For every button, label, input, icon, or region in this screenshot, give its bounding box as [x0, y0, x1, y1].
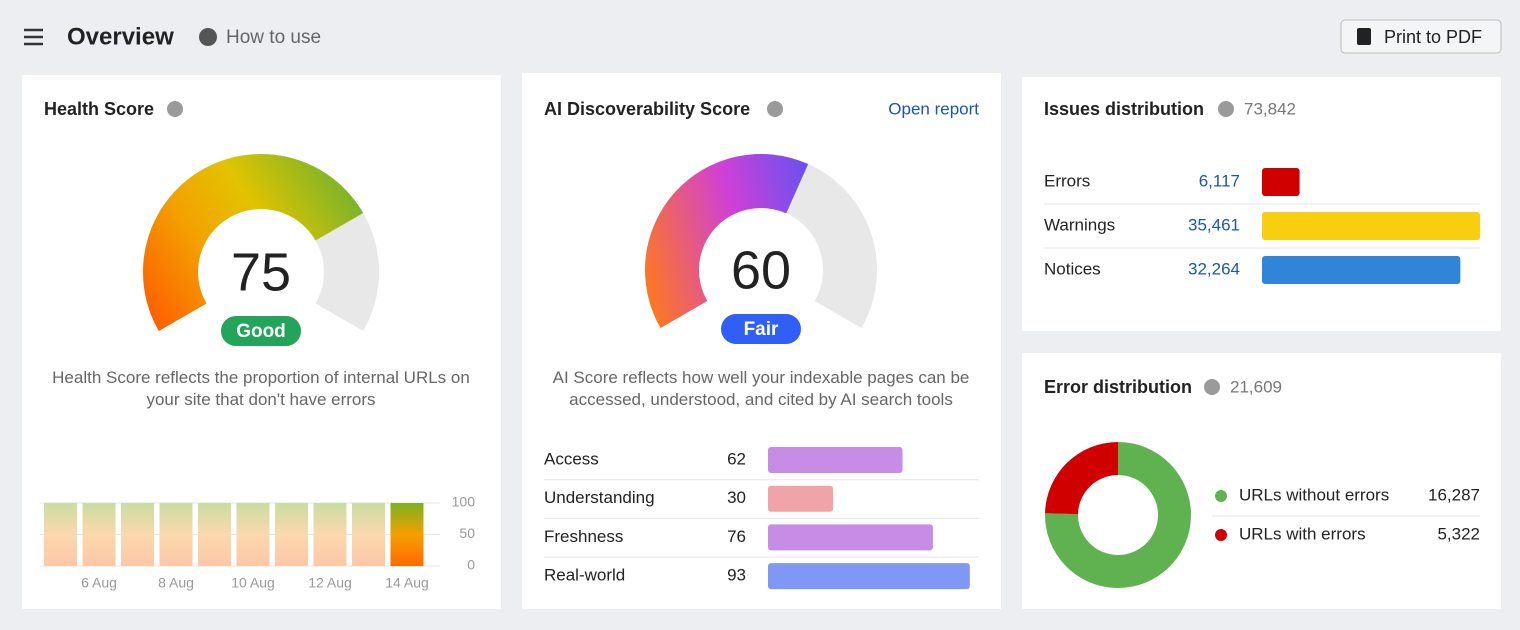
total-count: 73,842 — [1244, 99, 1296, 118]
history-bar — [121, 503, 154, 566]
score-value: 60 — [731, 240, 791, 300]
history-bar — [390, 503, 424, 566]
row-bar — [1262, 212, 1480, 240]
row-label: Freshness — [544, 527, 623, 546]
help-icon[interactable] — [767, 101, 783, 117]
history-bar — [313, 503, 347, 566]
menu-icon[interactable] — [24, 28, 43, 46]
row-label: Understanding — [544, 488, 655, 507]
help-link[interactable]: How to use — [226, 27, 321, 48]
rating-label: Good — [236, 321, 286, 342]
card-title: AI Discoverability Score — [544, 99, 750, 119]
row-label: Errors — [1044, 171, 1090, 190]
donut-slice — [1045, 442, 1118, 515]
history-bar — [44, 503, 77, 566]
description: AI Score reflects how well your indexabl… — [552, 368, 970, 409]
rating-badge — [221, 316, 301, 346]
y-tick-label: 100 — [452, 494, 476, 510]
x-tick-label: 12 Aug — [308, 575, 352, 591]
gauge-fill — [645, 154, 809, 328]
row-bar — [1262, 256, 1461, 284]
help-icon[interactable] — [1204, 379, 1220, 395]
row-bar — [768, 524, 933, 551]
open-report-link[interactable]: Open report — [888, 99, 979, 118]
history-bar — [198, 503, 231, 566]
page-title: Overview — [67, 23, 174, 50]
rating-badge — [721, 314, 801, 344]
row-value: 93 — [727, 566, 746, 585]
row-label: Access — [544, 449, 599, 468]
row-bar — [768, 563, 970, 590]
history-bar — [82, 503, 116, 566]
history-bar — [275, 503, 308, 566]
row-value: 62 — [727, 449, 746, 468]
row-label: Real-world — [544, 566, 625, 585]
x-tick-label: 14 Aug — [385, 575, 429, 591]
card-title: Health Score — [44, 99, 154, 119]
row-bar — [1262, 168, 1300, 196]
legend-value: 16,287 — [1428, 485, 1480, 504]
print-button[interactable] — [1340, 19, 1502, 54]
legend-dot — [1215, 490, 1227, 502]
legend-dot — [1215, 529, 1227, 541]
legend-label: URLs with errors — [1239, 524, 1366, 543]
total-count: 21,609 — [1230, 377, 1282, 396]
card-title: Error distribution — [1044, 377, 1192, 397]
row-value: 35,461 — [1188, 215, 1240, 234]
row-bar — [768, 485, 834, 512]
description: Health Score reflects the proportion of … — [52, 368, 470, 409]
card-title: Issues distribution — [1044, 99, 1204, 119]
rating-label: Fair — [744, 319, 779, 340]
help-icon[interactable] — [1218, 101, 1234, 117]
row-value: 32,264 — [1188, 259, 1240, 278]
help-icon[interactable] — [199, 28, 217, 46]
row-bar — [768, 447, 903, 473]
history-bar — [236, 503, 270, 566]
legend-value: 5,322 — [1437, 524, 1480, 543]
legend-label: URLs without errors — [1239, 485, 1389, 504]
y-tick-label: 0 — [467, 557, 475, 573]
y-tick-label: 50 — [459, 525, 475, 541]
row-label: Warnings — [1044, 215, 1115, 234]
help-icon[interactable] — [167, 101, 183, 117]
donut-slice — [1045, 442, 1191, 588]
pdf-icon — [1357, 28, 1371, 45]
history-bar — [352, 503, 385, 566]
print-button-label[interactable]: Print to PDF — [1384, 27, 1482, 47]
x-tick-label: 8 Aug — [158, 575, 194, 591]
x-tick-label: 6 Aug — [81, 575, 117, 591]
history-bar — [159, 503, 193, 566]
row-value: 76 — [727, 527, 746, 546]
score-value: 75 — [231, 242, 291, 302]
gauge-fill — [143, 154, 364, 331]
row-label: Notices — [1044, 259, 1101, 278]
row-value: 30 — [727, 488, 746, 507]
row-value: 6,117 — [1199, 171, 1240, 190]
x-tick-label: 10 Aug — [231, 575, 275, 591]
